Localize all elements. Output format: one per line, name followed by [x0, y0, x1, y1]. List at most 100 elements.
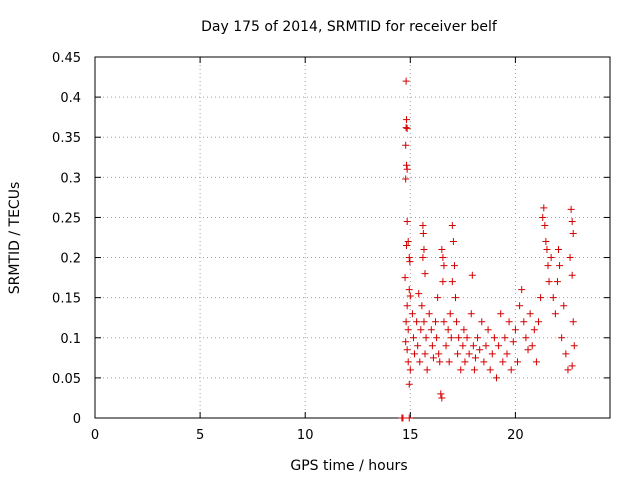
data-point	[403, 302, 411, 310]
data-point	[402, 318, 410, 326]
data-point	[535, 318, 543, 326]
data-point	[419, 221, 427, 229]
data-point	[501, 334, 509, 342]
data-point	[438, 394, 446, 402]
data-point	[453, 318, 461, 326]
data-point	[549, 294, 557, 302]
data-point	[434, 294, 442, 302]
data-point	[547, 254, 555, 262]
data-point	[405, 414, 413, 422]
data-point	[569, 318, 577, 326]
y-tick-label: 0.1	[60, 332, 81, 347]
data-point	[553, 278, 561, 286]
axis-ticks: 0 5 10 15 20 0 0.05 0.1 0.15 0.2 0.25 0.3 0.35 0.4 0.4…	[52, 51, 610, 443]
data-point	[567, 205, 575, 213]
data-point	[399, 414, 407, 422]
data-point	[507, 366, 515, 374]
data-point	[402, 124, 410, 132]
data-point	[409, 334, 417, 342]
data-point	[425, 310, 433, 318]
data-point	[421, 270, 429, 278]
data-point	[447, 334, 455, 342]
data-point	[484, 326, 492, 334]
data-point	[440, 262, 448, 270]
data-point	[524, 346, 532, 354]
data-point	[432, 318, 440, 326]
data-point	[505, 318, 513, 326]
data-point	[482, 342, 490, 350]
data-point	[461, 358, 469, 366]
data-point	[528, 342, 536, 350]
x-tick-label: 0	[91, 428, 99, 443]
data-point	[402, 175, 410, 183]
data-point	[404, 326, 412, 334]
data-point	[555, 246, 562, 254]
data-point	[429, 354, 437, 362]
data-point	[420, 246, 428, 254]
data-point	[448, 221, 456, 229]
chart-title: Day 175 of 2014, SRMTID for receiver bel…	[201, 19, 498, 35]
data-point	[460, 326, 468, 334]
data-point	[405, 286, 413, 294]
data-point	[445, 358, 453, 366]
data-point	[449, 238, 457, 246]
data-point	[545, 278, 553, 286]
data-point	[465, 350, 473, 358]
data-point	[569, 229, 577, 237]
data-point	[439, 254, 447, 262]
data-point	[469, 342, 477, 350]
data-point	[405, 380, 413, 388]
data-point	[467, 310, 475, 318]
data-point	[476, 346, 484, 354]
data-point	[402, 141, 410, 149]
data-point	[438, 246, 446, 254]
y-tick-label: 0.35	[52, 131, 81, 146]
data-point	[415, 290, 423, 298]
data-point	[541, 221, 549, 229]
data-point	[402, 338, 410, 346]
data-points	[398, 77, 578, 422]
x-axis-label: GPS time / hours	[290, 458, 407, 474]
data-point	[403, 242, 411, 250]
data-point	[556, 262, 564, 270]
data-point	[406, 258, 414, 266]
data-point	[516, 302, 524, 310]
y-tick-label: 0.25	[52, 211, 81, 226]
data-point	[486, 366, 494, 374]
data-point	[403, 124, 411, 132]
plot-frame	[94, 56, 611, 419]
data-point	[404, 358, 412, 366]
data-point	[488, 350, 496, 358]
y-tick-label: 0.05	[52, 372, 81, 387]
data-point	[478, 318, 486, 326]
y-tick-label: 0.15	[52, 292, 81, 307]
data-point	[450, 262, 458, 270]
data-point	[520, 318, 528, 326]
data-point	[480, 358, 488, 366]
y-tick-label: 0.2	[60, 252, 81, 267]
data-point	[522, 334, 530, 342]
data-point	[570, 342, 578, 350]
data-point	[568, 362, 576, 370]
data-point	[403, 165, 411, 173]
data-point	[509, 338, 517, 346]
data-point	[420, 318, 428, 326]
data-point	[492, 374, 500, 382]
data-point	[403, 217, 411, 225]
data-point	[446, 310, 454, 318]
y-tick-label: 0	[73, 412, 81, 427]
data-point	[419, 229, 427, 237]
data-point	[542, 238, 550, 246]
data-point	[558, 334, 566, 342]
data-point	[421, 350, 429, 358]
data-point	[406, 292, 414, 300]
data-point	[452, 294, 459, 302]
y-axis-label: SRMTID / TECUs	[7, 182, 23, 295]
data-point	[470, 366, 478, 374]
data-point	[433, 334, 441, 342]
data-point	[435, 350, 443, 358]
data-point	[439, 278, 447, 286]
data-point	[405, 254, 413, 262]
data-point	[568, 217, 576, 225]
data-point	[413, 318, 421, 326]
